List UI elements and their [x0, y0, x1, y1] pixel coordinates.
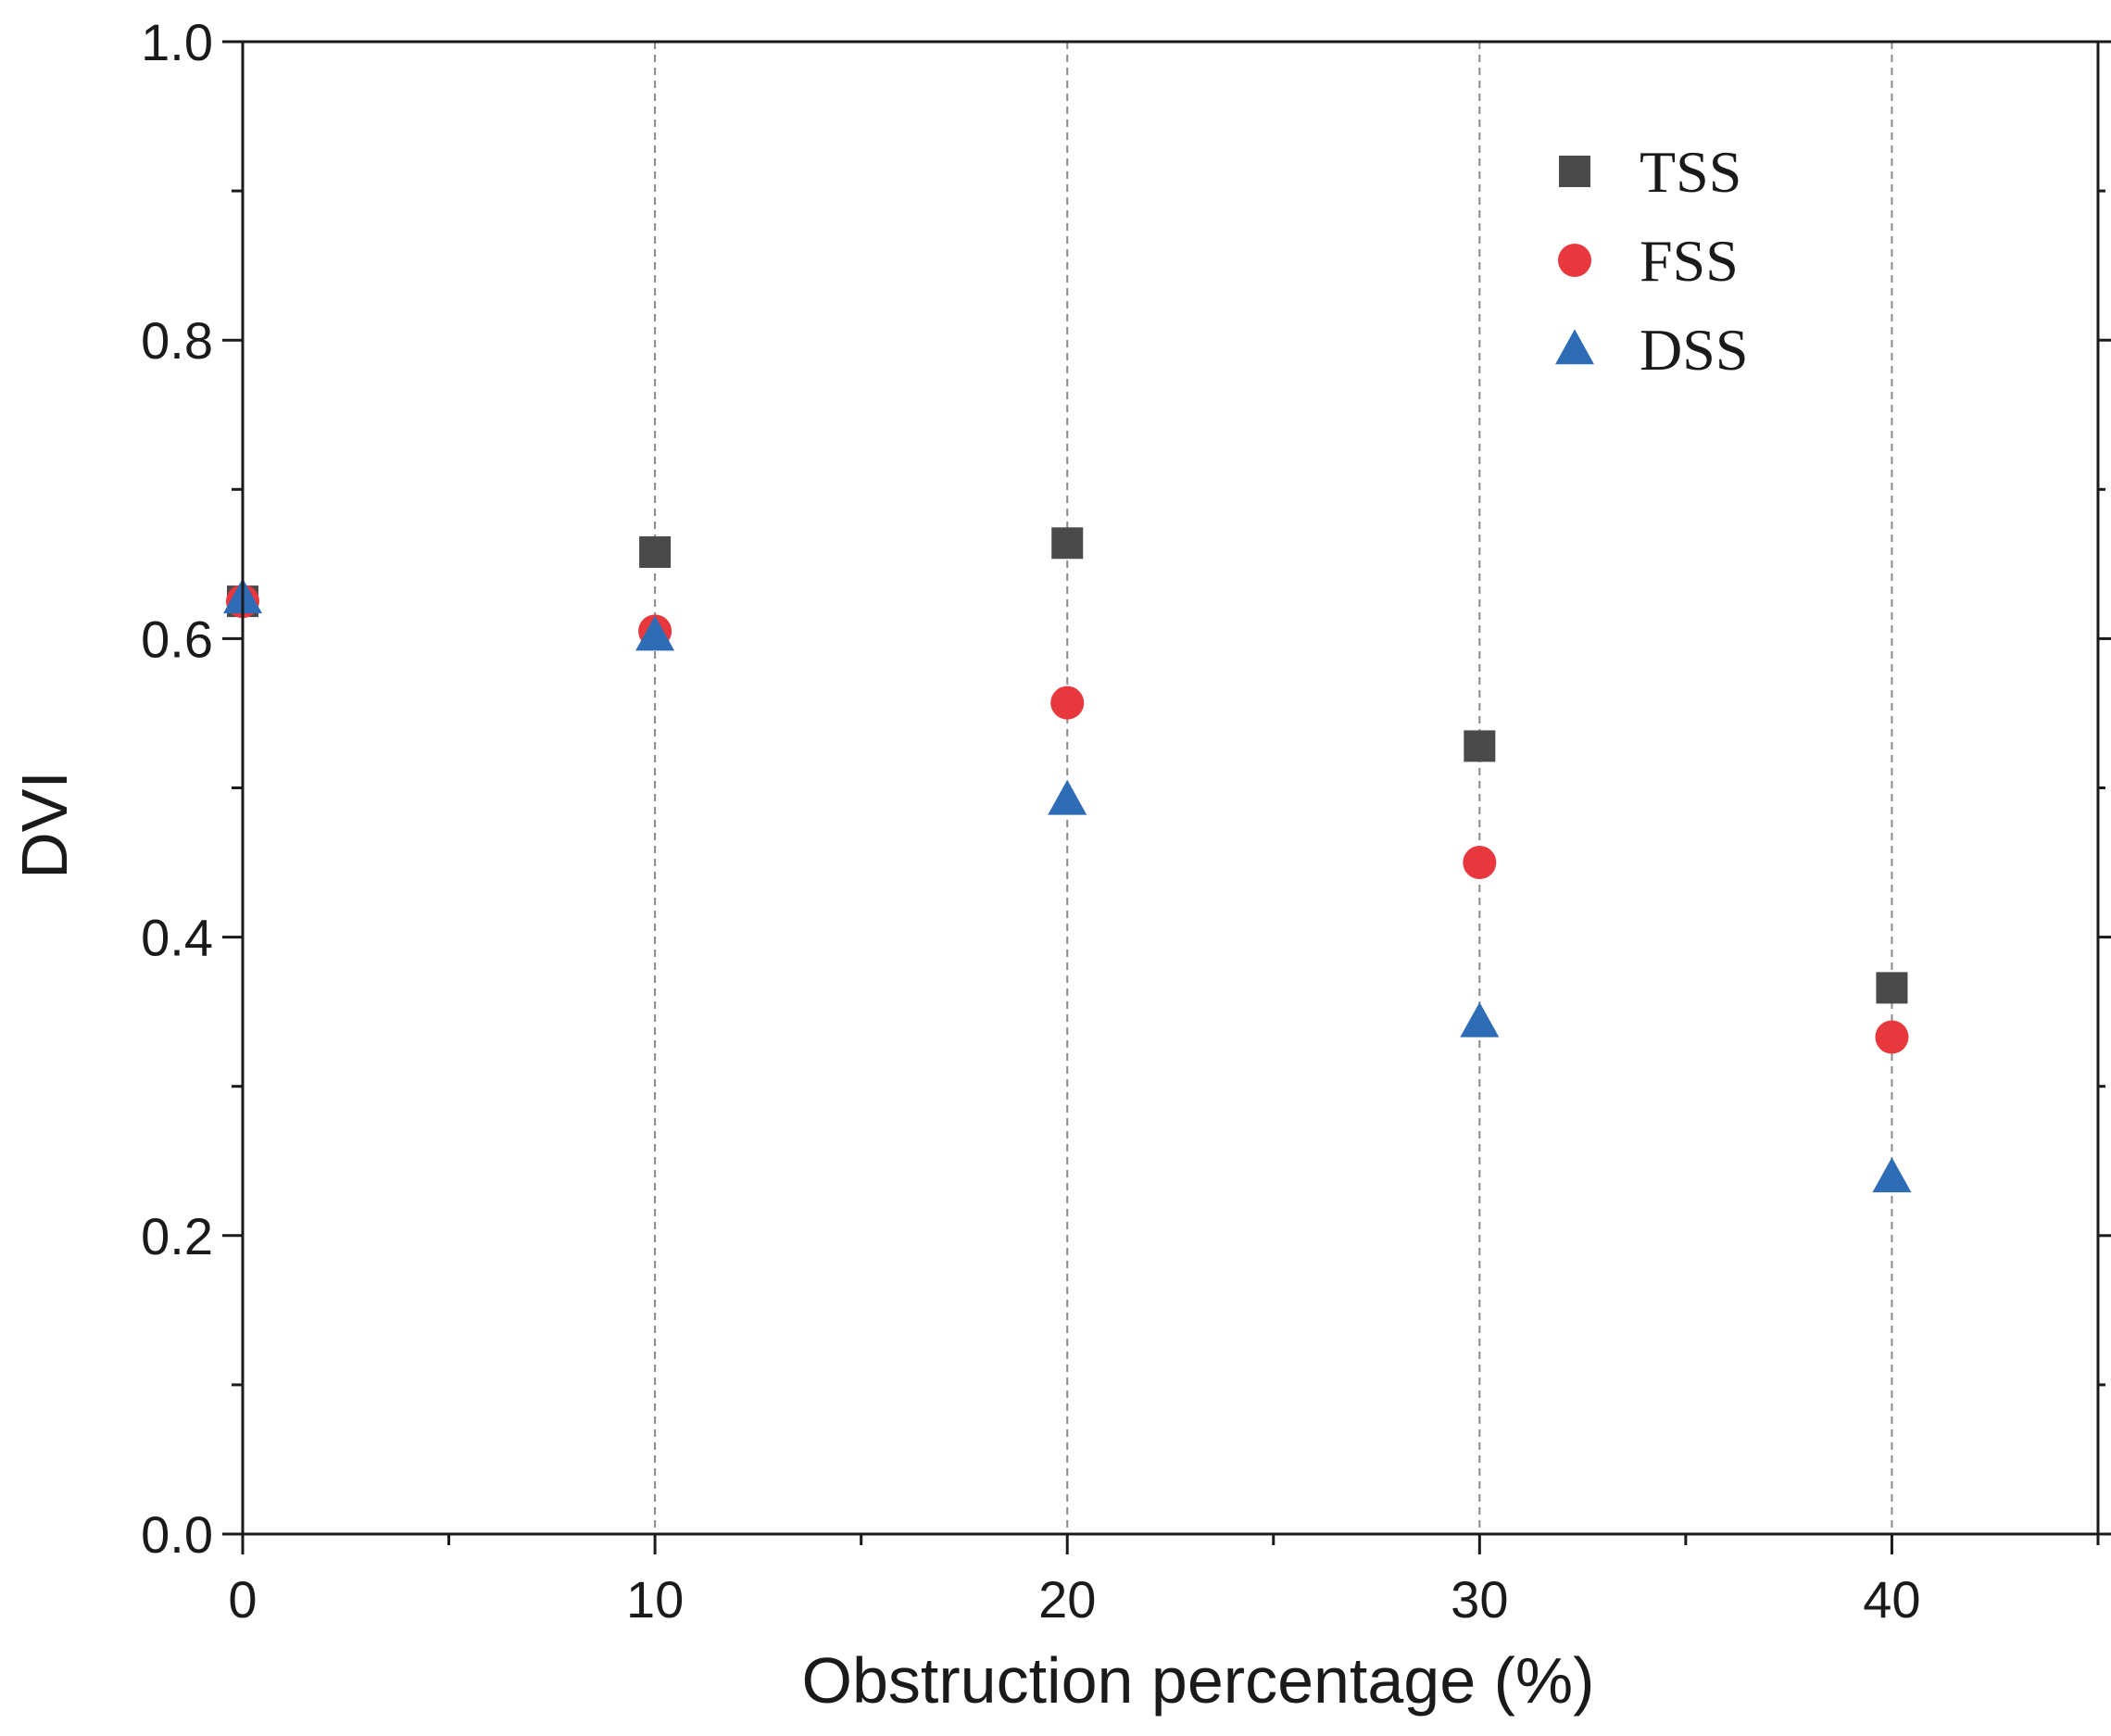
legend: TSS FSS DSS — [1555, 139, 1748, 383]
y-tick-label: 0.8 — [141, 311, 213, 370]
point-dss-40 — [1872, 1157, 1911, 1192]
x-tick-label: 0 — [228, 1570, 257, 1629]
y-axis-title: DVI — [8, 771, 81, 879]
plot-area-frame — [243, 42, 2098, 1534]
point-tss-30 — [1464, 730, 1495, 761]
y-tick-label: 0.6 — [141, 610, 213, 668]
legend-marker-dss — [1555, 329, 1594, 364]
x-tick-label: 10 — [626, 1570, 684, 1629]
x-axis-title: Obstruction percentage (%) — [802, 1644, 1595, 1717]
axis-ticks — [222, 42, 2111, 1554]
point-fss-30 — [1463, 846, 1496, 879]
y-tick-label: 1.0 — [141, 13, 213, 71]
legend-marker-fss — [1558, 244, 1591, 277]
series-tss — [227, 527, 1907, 1003]
y-tick-label: 0.0 — [141, 1505, 213, 1564]
point-dss-20 — [1048, 780, 1087, 815]
point-dss-30 — [1460, 1002, 1499, 1038]
point-fss-20 — [1050, 686, 1084, 720]
y-tick-label: 0.2 — [141, 1207, 213, 1265]
legend-label-fss: FSS — [1640, 228, 1739, 294]
legend-label-tss: TSS — [1640, 139, 1741, 205]
point-tss-40 — [1876, 972, 1907, 1003]
legend-marker-tss — [1559, 156, 1590, 187]
point-fss-40 — [1875, 1021, 1908, 1054]
legend-label-dss: DSS — [1640, 317, 1748, 383]
y-tick-label: 0.4 — [141, 909, 213, 967]
x-tick-label: 40 — [1863, 1570, 1920, 1629]
chart: 0 10 20 30 40 0.0 0.2 0.4 0.6 0.8 1.0 Obstruction … — [0, 0, 2111, 1736]
point-tss-20 — [1051, 527, 1083, 559]
x-tick-label: 30 — [1451, 1570, 1508, 1629]
x-tick-label: 20 — [1038, 1570, 1096, 1629]
point-tss-10 — [639, 536, 671, 568]
